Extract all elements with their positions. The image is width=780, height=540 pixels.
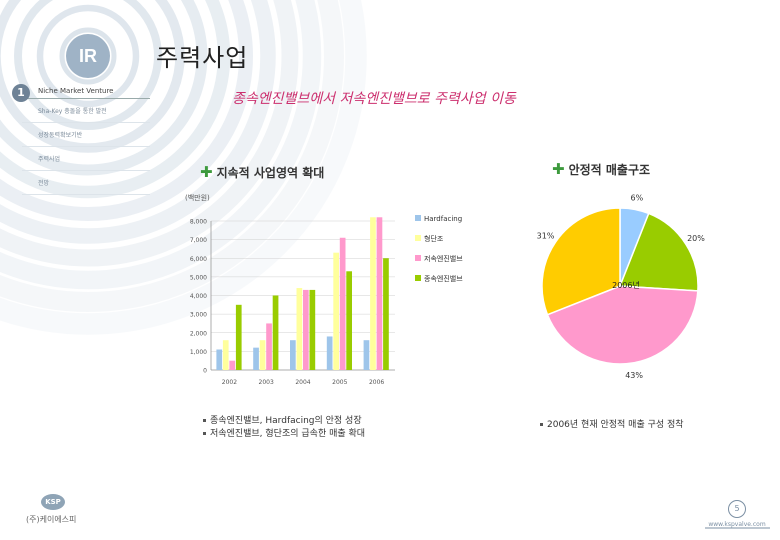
sidebar-heading[interactable]: Niche Market Venture: [22, 82, 150, 99]
bar: [376, 217, 383, 370]
page-title: 주력사업: [156, 44, 249, 72]
slide-subtitle: 종속엔진밸브에서 저속엔진밸브로 주력사업 이동: [232, 91, 516, 107]
background-ring: [0, 0, 322, 290]
y-tick-label: 0: [203, 368, 207, 375]
ksp-logo: KSP (주)케이에스피: [26, 494, 76, 525]
bar: [309, 289, 316, 370]
pie-label: 31%: [537, 231, 555, 240]
bar: [339, 237, 346, 370]
y-tick-label: 8,000: [190, 219, 207, 226]
legend-swatch: [415, 215, 421, 221]
footer: 5 www.kspvalve.com: [706, 500, 768, 528]
bar: [290, 340, 296, 370]
x-tick-label: 2003: [259, 379, 274, 386]
ksp-mark: KSP: [41, 494, 65, 510]
x-tick-label: 2002: [222, 379, 237, 386]
background-ring: [14, 0, 162, 130]
bar: [326, 336, 333, 370]
background-ring: [0, 0, 299, 267]
legend-label: 형단조: [424, 234, 444, 243]
y-tick-label: 3,000: [190, 312, 207, 319]
bar: [216, 349, 223, 370]
bar: [266, 323, 272, 370]
y-tick-label: 1,000: [190, 349, 207, 356]
bar: [253, 347, 259, 370]
y-tick-label: 6,000: [190, 256, 207, 263]
company-name: (주)케이에스피: [26, 515, 77, 524]
right-section-heading: ✚ 안정적 매출구조: [552, 160, 650, 178]
bar: [235, 304, 242, 370]
bar: [259, 340, 266, 370]
x-tick-label: 2005: [332, 379, 347, 386]
background-ring: [59, 27, 117, 85]
sidebar-item-main-business[interactable]: 주력사업: [22, 147, 150, 171]
pie-label: 20%: [687, 234, 705, 243]
pie-center-label: 2006년: [612, 280, 640, 290]
bar: [303, 289, 309, 370]
legend-swatch: [415, 235, 421, 241]
x-tick-label: 2006: [369, 379, 384, 386]
bar: [383, 258, 389, 370]
bar: [370, 217, 376, 370]
background-ring: [0, 0, 231, 199]
bar: [346, 271, 352, 370]
legend-swatch: [415, 275, 421, 281]
pie-label: 43%: [625, 371, 643, 380]
sidebar-item-outlook[interactable]: 전망: [22, 171, 150, 195]
bar: [333, 252, 339, 370]
pie-label: 6%: [631, 194, 644, 203]
bar: [296, 288, 303, 370]
bar: [363, 340, 370, 370]
background-ring: [0, 0, 367, 335]
page-number: 5: [728, 500, 746, 518]
legend-swatch: [415, 255, 421, 261]
left-notes: 종속엔진밸브, Hardfacing의 안정 성장 저속엔진밸브, 형단조의 급…: [203, 415, 365, 441]
legend-label: 저속엔진밸브: [424, 254, 463, 263]
pie-slice: [618, 212, 699, 292]
legend-label: Hardfacing: [424, 215, 462, 223]
x-tick-label: 2004: [295, 379, 310, 386]
note-item: 종속엔진밸브, Hardfacing의 안정 성장: [203, 415, 365, 428]
note-item: 저속엔진밸브, 형단조의 급속한 매출 확대: [203, 428, 365, 441]
sidebar: 1 Niche Market Venture Sha-Key 충돌을 통한 발전…: [12, 82, 150, 195]
right-section-title: 안정적 매출구조: [568, 163, 651, 177]
sidebar-number: 1: [12, 84, 30, 102]
website-link[interactable]: www.kspvalve.com: [708, 521, 766, 528]
background-ring: [36, 4, 140, 108]
background-ring: [0, 0, 344, 312]
sidebar-item-sha-key[interactable]: Sha-Key 충돌을 통한 발전: [22, 99, 150, 123]
bar-chart: (백만원) 0 1,000 2,000 3,000 4,000 5,000 6,000 7,00…: [185, 193, 463, 386]
background-ring: [0, 0, 276, 244]
bar: [229, 360, 236, 370]
legend-label: 종속엔진밸브: [424, 274, 463, 283]
pie-slice: [541, 207, 621, 316]
y-tick-label: 4,000: [190, 293, 207, 300]
plus-icon: ✚: [552, 160, 565, 178]
ir-logo: IR: [66, 34, 110, 78]
y-tick-label: 2,000: [190, 330, 207, 337]
right-notes: 2006년 현재 안정적 매출 구성 정착: [540, 419, 684, 432]
y-tick-label: 7,000: [190, 237, 207, 244]
pie-slice: [546, 285, 699, 365]
sidebar-item-growth[interactable]: 성장동력확보기반: [22, 123, 150, 147]
plus-icon: ✚: [200, 163, 213, 181]
note-item: 2006년 현재 안정적 매출 구성 정착: [540, 419, 684, 432]
background-ring: [0, 0, 185, 153]
y-tick-label: 5,000: [190, 274, 207, 281]
left-section-heading: ✚ 지속적 사업영역 확대: [200, 163, 324, 181]
bar: [222, 340, 229, 370]
y-unit-label: (백만원): [185, 193, 210, 202]
left-section-title: 지속적 사업영역 확대: [216, 166, 325, 180]
bar: [272, 295, 279, 370]
pie-chart: 6% 20% 43% 31% 2006년: [537, 194, 706, 380]
background-ring: [0, 0, 253, 221]
